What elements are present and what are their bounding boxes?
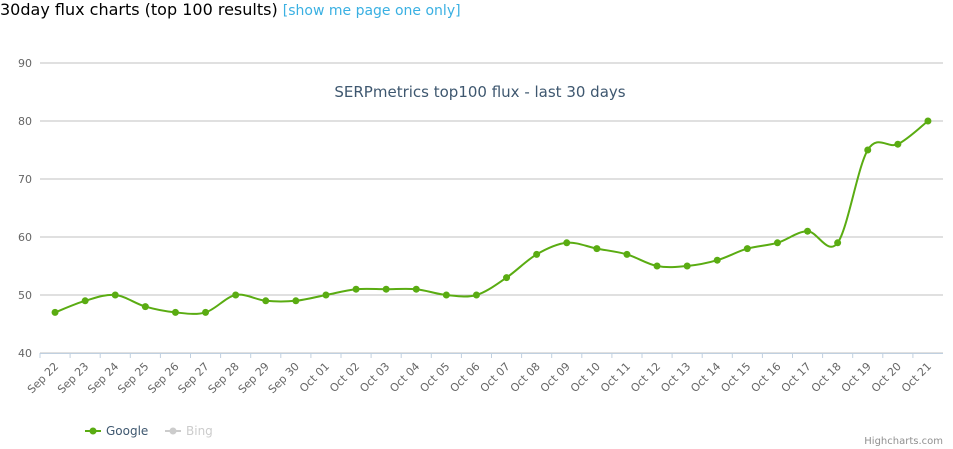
- x-tick-label: Oct 01: [297, 360, 332, 395]
- x-tick-label: Oct 02: [327, 360, 362, 395]
- point: [81, 297, 89, 305]
- x-tick-label: Sep 27: [175, 360, 211, 396]
- x-tick-label: Oct 11: [598, 360, 633, 395]
- x-tick-label: Oct 04: [387, 360, 422, 395]
- legend-label: Google: [106, 424, 148, 438]
- point: [623, 250, 631, 258]
- credits: Highcharts.com: [864, 436, 943, 447]
- header-title: 30day flux charts (top 100 results): [0, 0, 278, 19]
- point: [593, 245, 601, 253]
- point: [171, 308, 179, 316]
- point: [292, 297, 300, 305]
- point: [262, 297, 270, 305]
- point: [894, 140, 902, 148]
- point: [232, 291, 240, 299]
- legend-marker: [169, 427, 177, 435]
- page-one-link[interactable]: [show me page one only]: [282, 3, 461, 19]
- x-tick-label: Oct 15: [718, 360, 753, 395]
- x-tick-label: Oct 19: [839, 360, 874, 395]
- x-tick-label: Oct 20: [869, 360, 904, 395]
- point: [683, 262, 691, 270]
- point: [773, 239, 781, 247]
- x-tick-label: Oct 18: [809, 360, 844, 395]
- x-tick-label: Oct 21: [899, 360, 934, 395]
- point: [924, 117, 932, 125]
- point: [864, 146, 872, 154]
- point: [834, 239, 842, 247]
- y-tick-label: 80: [18, 115, 32, 128]
- chart-title: SERPmetrics top100 flux - last 30 days: [334, 83, 625, 101]
- point: [653, 262, 661, 270]
- x-tick-label: Oct 14: [688, 360, 723, 395]
- x-tick-label: Oct 10: [568, 360, 603, 395]
- y-tick-label: 40: [18, 347, 32, 360]
- x-tick-label: Sep 23: [55, 360, 91, 396]
- y-tick-label: 90: [18, 57, 32, 70]
- point: [442, 291, 450, 299]
- point: [382, 285, 390, 293]
- point: [743, 245, 751, 253]
- point: [51, 308, 59, 316]
- x-tick-label: Sep 24: [85, 360, 121, 396]
- x-tick-label: Oct 05: [417, 360, 452, 395]
- x-tick-label: Oct 08: [508, 360, 543, 395]
- x-tick-label: Sep 22: [25, 360, 61, 396]
- x-tick-label: Oct 06: [448, 360, 483, 395]
- point: [352, 285, 360, 293]
- series-line: [54, 120, 929, 315]
- point: [804, 227, 812, 235]
- x-tick-label: Oct 16: [749, 360, 784, 395]
- point: [713, 256, 721, 264]
- x-tick-label: Sep 28: [206, 360, 242, 396]
- x-tick-label: Sep 25: [115, 360, 151, 396]
- y-tick-label: 60: [18, 231, 32, 244]
- x-tick-label: Oct 09: [538, 360, 573, 395]
- point: [533, 250, 541, 258]
- x-tick-label: Sep 29: [236, 360, 272, 396]
- point: [563, 239, 571, 247]
- x-tick-label: Oct 07: [478, 360, 513, 395]
- point: [412, 285, 420, 293]
- point: [503, 274, 511, 282]
- point: [322, 291, 330, 299]
- x-tick-label: Sep 30: [266, 360, 302, 396]
- point: [141, 303, 149, 311]
- y-tick-label: 50: [18, 289, 32, 302]
- x-tick-label: Oct 12: [628, 360, 663, 395]
- legend-marker: [89, 427, 97, 435]
- x-tick-label: Oct 03: [357, 360, 392, 395]
- x-tick-label: Oct 13: [658, 360, 693, 395]
- y-tick-label: 70: [18, 173, 32, 186]
- point: [472, 291, 480, 299]
- x-tick-label: Sep 26: [145, 360, 181, 396]
- point: [202, 308, 210, 316]
- x-tick-label: Oct 17: [779, 360, 814, 395]
- legend-label: Bing: [186, 424, 213, 438]
- point: [111, 291, 119, 299]
- header: 30day flux charts (top 100 results) [sho…: [0, 0, 461, 19]
